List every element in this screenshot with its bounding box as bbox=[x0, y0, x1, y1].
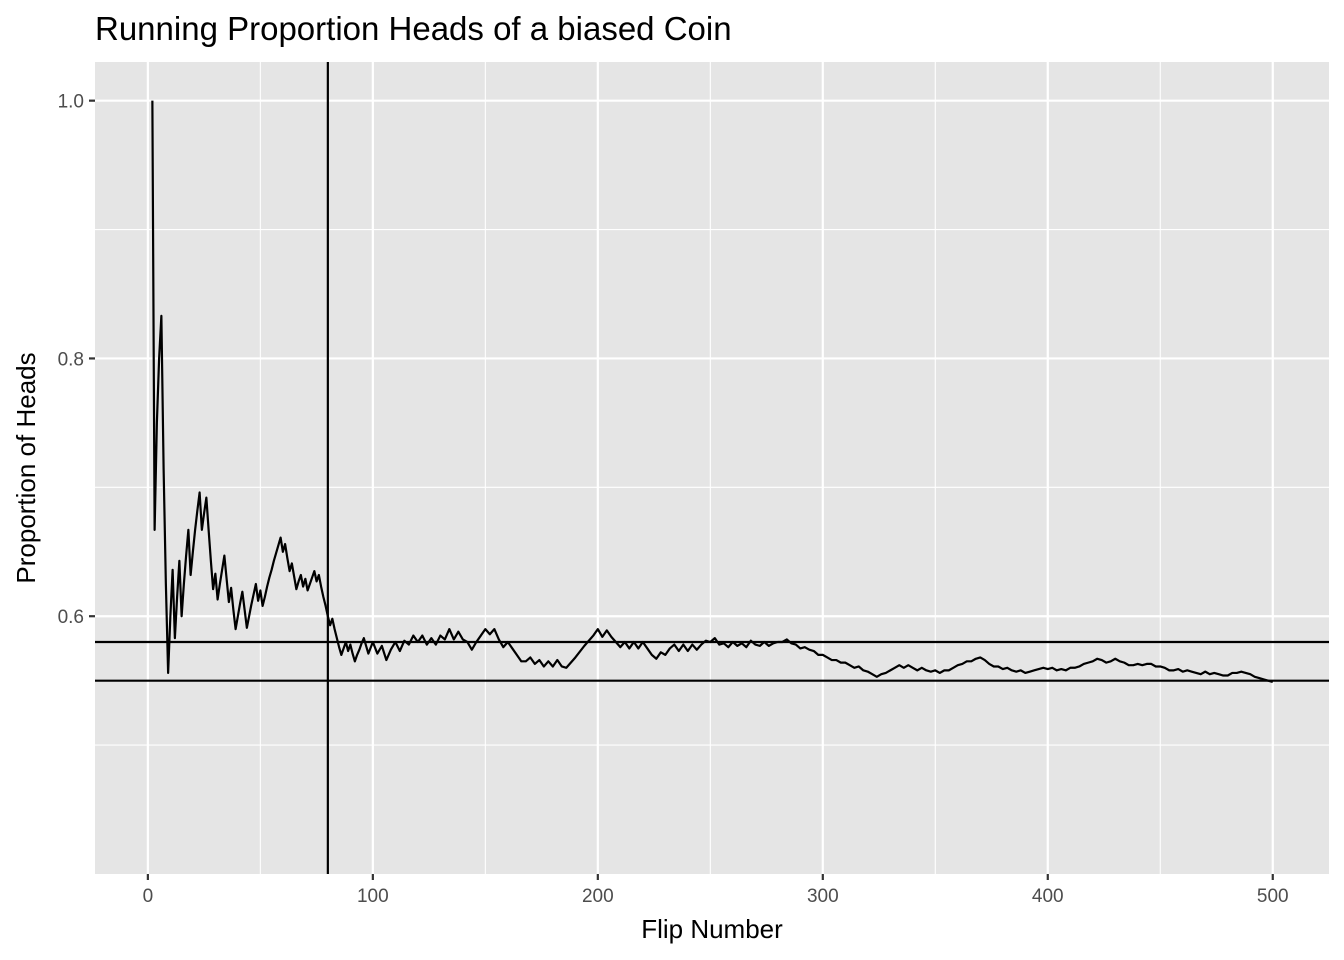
y-axis-ticks: 0.6 0.8 1.0 bbox=[58, 92, 95, 628]
reference-lines bbox=[95, 62, 1329, 874]
x-tick-label: 300 bbox=[807, 886, 839, 907]
x-axis-label: Flip Number bbox=[641, 914, 783, 944]
x-axis-ticks: 0 100 200 300 400 500 bbox=[143, 874, 1289, 907]
y-tick-label: 1.0 bbox=[58, 92, 84, 113]
y-axis-label: Proportion of Heads bbox=[11, 352, 41, 583]
x-tick-label: 0 bbox=[143, 886, 154, 907]
chart-title: Running Proportion Heads of a biased Coi… bbox=[95, 10, 732, 47]
minor-gridlines bbox=[95, 62, 1329, 874]
plot-panel bbox=[95, 62, 1329, 874]
x-tick-label: 100 bbox=[357, 886, 389, 907]
x-tick-label: 400 bbox=[1032, 886, 1064, 907]
major-gridlines bbox=[95, 62, 1329, 874]
running-proportion-line bbox=[151, 100, 1274, 684]
x-tick-label: 500 bbox=[1257, 886, 1289, 907]
y-tick-label: 0.6 bbox=[58, 607, 84, 628]
x-tick-label: 200 bbox=[582, 886, 614, 907]
y-tick-label: 0.8 bbox=[58, 349, 84, 370]
